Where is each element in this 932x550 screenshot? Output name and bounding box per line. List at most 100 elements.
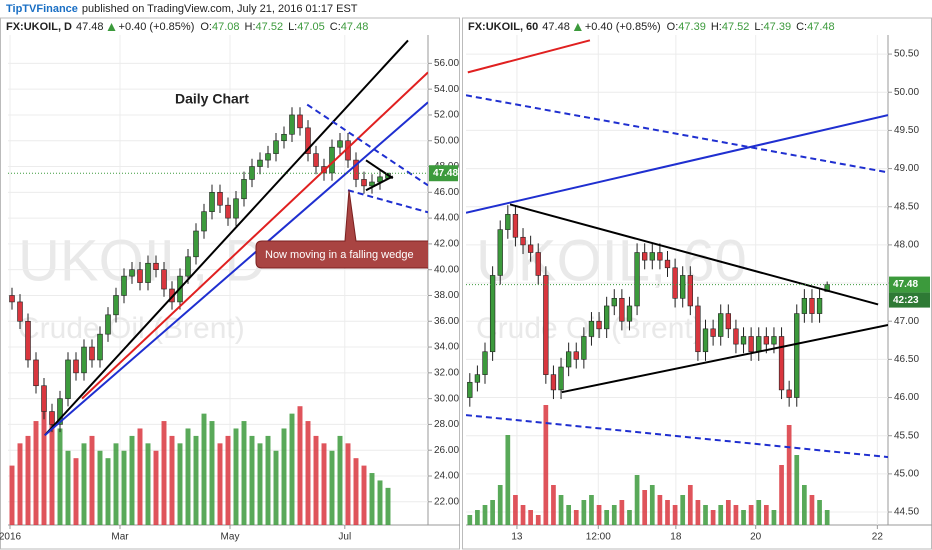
candle-body xyxy=(604,305,610,330)
candle-body xyxy=(657,252,663,261)
candle-body xyxy=(467,381,473,398)
candle-body xyxy=(816,298,823,314)
volume-bar xyxy=(361,465,367,525)
candle-body xyxy=(527,244,534,253)
volume-bar xyxy=(687,485,693,525)
candle-body xyxy=(649,252,655,261)
volume-bar xyxy=(771,510,777,525)
candle-body xyxy=(740,336,747,345)
volume-bar xyxy=(581,500,587,525)
candle-body xyxy=(233,198,239,219)
volume-bar xyxy=(657,495,663,525)
candle-body xyxy=(482,351,488,375)
legend-ohlc-value: 47.39 xyxy=(764,21,792,33)
candle-body xyxy=(474,374,481,383)
candle-body xyxy=(265,153,271,161)
x-tick-label: 20 xyxy=(750,532,762,543)
candle-body xyxy=(619,298,625,322)
volume-bar xyxy=(695,500,701,525)
x-tick-label: 12:00 xyxy=(586,532,611,543)
volume-bar xyxy=(748,505,754,525)
candle-body xyxy=(97,333,103,361)
panel-frame xyxy=(0,17,460,550)
candle-body xyxy=(129,269,135,277)
y-tick-label: 48.00 xyxy=(894,240,919,251)
candle-body xyxy=(558,366,564,391)
countdown: 42:23 xyxy=(893,295,919,306)
candle-body xyxy=(113,295,119,316)
candle-body xyxy=(505,214,511,230)
candle-body xyxy=(718,313,724,337)
volume-bar xyxy=(161,421,167,525)
y-tick-label: 49.00 xyxy=(894,163,919,174)
volume-bar xyxy=(596,505,602,525)
candle-body xyxy=(17,301,23,322)
x-tick-label: 22 xyxy=(872,532,884,543)
volume-bar xyxy=(703,505,708,525)
legend-ohlc-label: O: xyxy=(667,21,679,33)
legend-ohlc-value: 47.48 xyxy=(807,21,835,33)
volume-bar xyxy=(786,425,792,525)
candle-body xyxy=(680,275,686,299)
legend-ohlc-label: C: xyxy=(330,21,341,33)
trend-line xyxy=(81,71,428,400)
volume-bar xyxy=(289,413,295,525)
candle-body xyxy=(57,398,63,425)
volume-bar xyxy=(9,465,15,525)
trend-line xyxy=(466,114,888,214)
legend-ohlc-label: H: xyxy=(245,21,256,33)
y-tick-label: 48.50 xyxy=(894,201,919,212)
candle-body xyxy=(201,211,207,232)
candle-body xyxy=(756,336,762,353)
volume-bar xyxy=(604,510,610,525)
candle-body xyxy=(369,181,375,187)
volume-bar xyxy=(233,428,239,525)
candle-body xyxy=(81,346,87,374)
legend-ohlc-value: 47.52 xyxy=(722,21,750,33)
candle-body xyxy=(297,114,303,129)
volume-bar xyxy=(225,435,231,525)
candle-body xyxy=(9,295,15,303)
y-tick-label: 34.00 xyxy=(434,342,459,353)
price-label: 47.48 xyxy=(433,168,458,179)
volume-bar xyxy=(385,487,391,525)
volume-bar xyxy=(113,443,119,525)
volume-bar xyxy=(353,458,359,525)
candle-body xyxy=(596,320,602,330)
candle-body xyxy=(289,114,295,135)
volume-bar xyxy=(137,428,143,525)
candle-body xyxy=(121,275,127,296)
trend-line xyxy=(365,175,394,192)
candle-body xyxy=(161,269,167,290)
up-arrow xyxy=(573,23,582,31)
candle-body xyxy=(809,298,815,314)
volume-bar xyxy=(305,421,311,525)
y-tick-label: 44.50 xyxy=(894,507,919,518)
candle-body xyxy=(771,336,777,345)
y-tick-label: 54.00 xyxy=(434,84,459,95)
trend-line xyxy=(306,103,428,187)
volume-bar xyxy=(817,500,822,525)
candle-body xyxy=(695,305,701,353)
volume-bar xyxy=(809,495,815,525)
legend-change: +0.40 (+0.85%) xyxy=(585,21,661,33)
candle-body xyxy=(710,328,716,337)
trend-line xyxy=(347,189,428,214)
volume-bar xyxy=(482,505,488,525)
legend-symbol: FX:UKOIL, 60 xyxy=(468,21,538,33)
volume-bar xyxy=(680,495,686,525)
candle-body xyxy=(65,359,71,399)
countdown-box xyxy=(889,292,930,308)
candle-body xyxy=(225,204,231,219)
volume-bar xyxy=(81,443,87,525)
trend-line xyxy=(365,159,394,180)
trend-line xyxy=(44,101,428,437)
volume-bar xyxy=(249,435,255,525)
x-tick-label: 2016 xyxy=(0,532,22,543)
volume-bar xyxy=(217,443,223,525)
volume-bar xyxy=(241,421,247,525)
price-label-box xyxy=(889,276,930,293)
volume-bar xyxy=(619,500,625,525)
watermark: Crude Oil (Brent) xyxy=(18,312,245,345)
